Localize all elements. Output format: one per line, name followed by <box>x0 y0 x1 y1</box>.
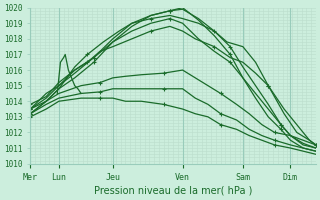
X-axis label: Pression niveau de la mer( hPa ): Pression niveau de la mer( hPa ) <box>94 186 252 196</box>
